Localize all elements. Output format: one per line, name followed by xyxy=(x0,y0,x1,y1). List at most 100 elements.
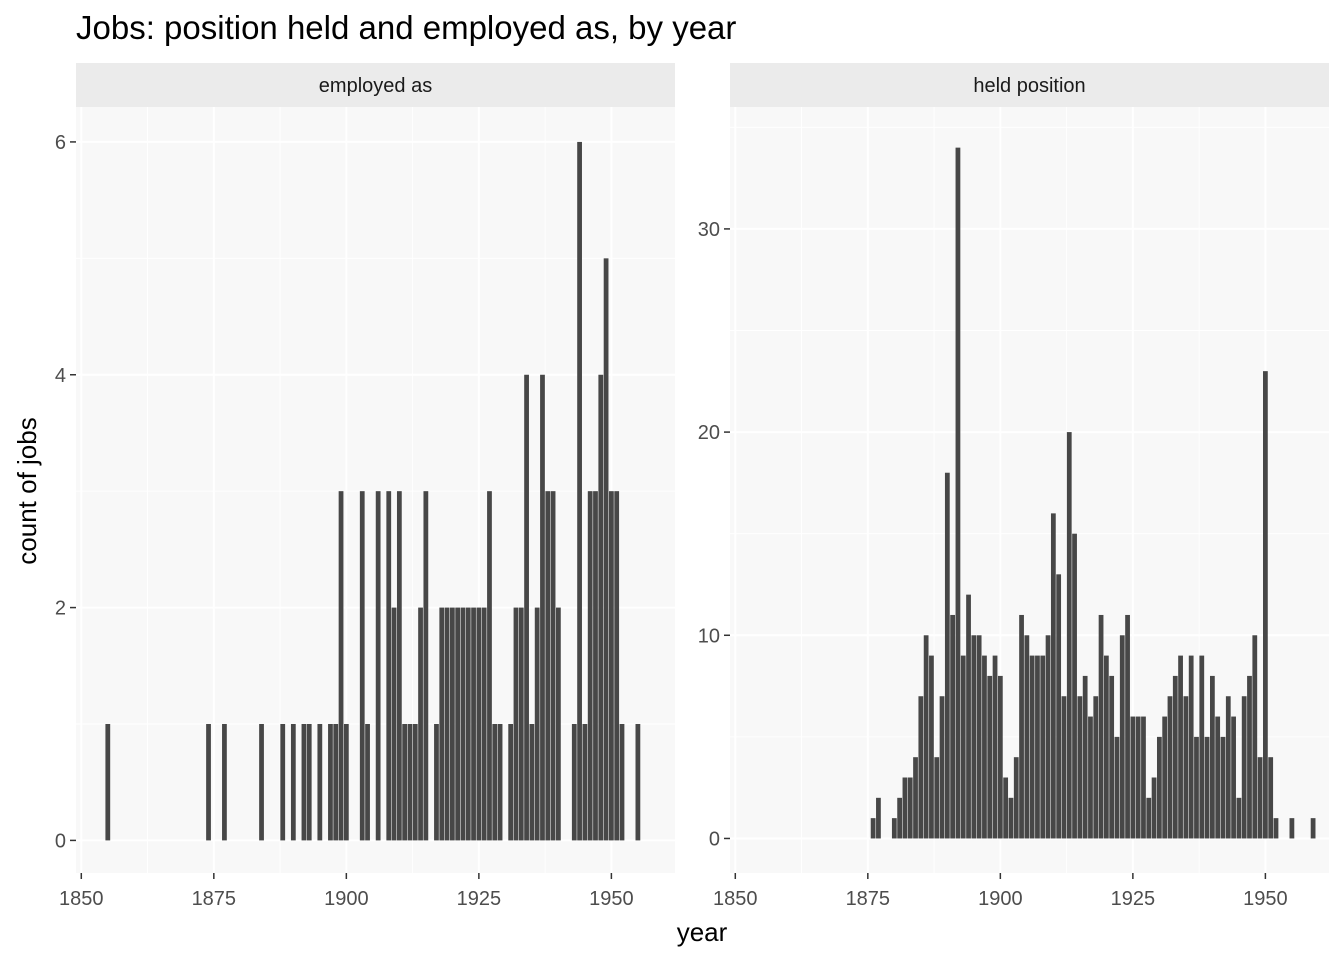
x-tick-label: 1850 xyxy=(713,888,758,910)
bar xyxy=(402,723,408,841)
bar xyxy=(290,723,296,841)
bar xyxy=(396,491,402,841)
bar xyxy=(434,723,439,841)
bar xyxy=(1103,655,1109,839)
bar xyxy=(375,491,381,841)
bar xyxy=(1040,655,1046,839)
bar xyxy=(1225,696,1231,839)
bar xyxy=(513,607,519,841)
x-tick-label: 1950 xyxy=(589,888,634,910)
y-tick-label: 0 xyxy=(709,828,720,850)
bar xyxy=(939,696,945,839)
bar xyxy=(338,491,344,841)
bar xyxy=(391,607,397,841)
bar xyxy=(1019,614,1024,839)
x-tick-label: 1900 xyxy=(978,888,1023,910)
bar xyxy=(1268,757,1274,839)
bar xyxy=(465,607,471,841)
facet-strip-label: held position xyxy=(973,75,1085,97)
x-tick-label: 1950 xyxy=(1243,888,1288,910)
bar xyxy=(529,723,535,841)
bar xyxy=(1050,513,1056,839)
bar xyxy=(550,491,556,841)
bar xyxy=(1130,716,1136,839)
bar xyxy=(476,607,482,841)
bar xyxy=(306,723,312,841)
bar xyxy=(907,777,913,839)
bar xyxy=(960,655,966,839)
bar xyxy=(1151,777,1157,839)
x-tick-label: 1925 xyxy=(1111,888,1156,910)
y-tick-label: 30 xyxy=(698,219,720,241)
bar xyxy=(902,777,908,839)
bar xyxy=(1146,797,1152,839)
bar xyxy=(1215,716,1221,839)
bar xyxy=(1183,696,1189,839)
bar xyxy=(1035,655,1040,839)
bar xyxy=(105,723,111,841)
chart-title: Jobs: position held and employed as, by … xyxy=(76,9,736,46)
bar xyxy=(1056,574,1062,839)
bar xyxy=(971,635,977,839)
bar xyxy=(614,491,620,841)
x-axis-label: year xyxy=(677,917,728,947)
bar xyxy=(870,818,876,839)
bar xyxy=(343,723,349,841)
panel-1: held position 0 10 20 30 1850 1875 1900 1925 1950 xyxy=(698,63,1329,910)
bar xyxy=(449,607,455,841)
facet-strip xyxy=(76,63,675,107)
bar xyxy=(982,655,987,839)
bar xyxy=(1156,736,1162,839)
bar xyxy=(455,607,461,841)
y-tick-label: 20 xyxy=(698,422,720,444)
bar xyxy=(407,723,413,841)
panel-0: employed as 0 2 4 6 1850 1875 1900 1925 1950 xyxy=(55,63,675,910)
bar xyxy=(1061,696,1067,839)
bar xyxy=(1310,818,1316,839)
bar xyxy=(1263,371,1268,839)
x-tick-label: 1925 xyxy=(457,888,502,910)
bar xyxy=(206,723,211,841)
x-tick-label: 1875 xyxy=(192,888,237,910)
bar xyxy=(328,723,333,841)
bar xyxy=(1066,432,1072,839)
bar xyxy=(997,675,1003,839)
bar xyxy=(1236,797,1242,839)
bar xyxy=(1013,757,1019,839)
bar xyxy=(635,723,641,841)
bar xyxy=(301,723,307,841)
y-tick-label: 2 xyxy=(55,598,66,620)
bar xyxy=(955,147,961,839)
bar xyxy=(439,607,445,841)
bar xyxy=(1008,797,1014,839)
bar xyxy=(471,607,476,841)
bar xyxy=(598,374,604,841)
bar xyxy=(1194,736,1199,839)
bar xyxy=(897,797,903,839)
bar xyxy=(540,374,545,841)
y-tick-label: 0 xyxy=(55,830,66,852)
bar xyxy=(555,607,561,841)
bar xyxy=(987,675,993,839)
bar xyxy=(518,607,524,841)
bar xyxy=(582,723,588,841)
bar xyxy=(1289,818,1295,839)
bar xyxy=(1119,635,1125,839)
bar xyxy=(1088,716,1093,839)
bar xyxy=(1077,696,1083,839)
bar xyxy=(497,723,503,841)
bar xyxy=(1273,818,1279,839)
bar xyxy=(1204,736,1210,839)
bar xyxy=(1162,716,1168,839)
bar xyxy=(524,374,529,841)
bar xyxy=(492,723,498,841)
x-tick-label: 1875 xyxy=(846,888,891,910)
bar xyxy=(1098,614,1104,839)
bar xyxy=(259,723,264,841)
bar xyxy=(603,258,609,841)
bar xyxy=(1247,675,1252,839)
bar xyxy=(365,723,370,841)
bar xyxy=(1220,736,1226,839)
bar xyxy=(1024,635,1030,839)
